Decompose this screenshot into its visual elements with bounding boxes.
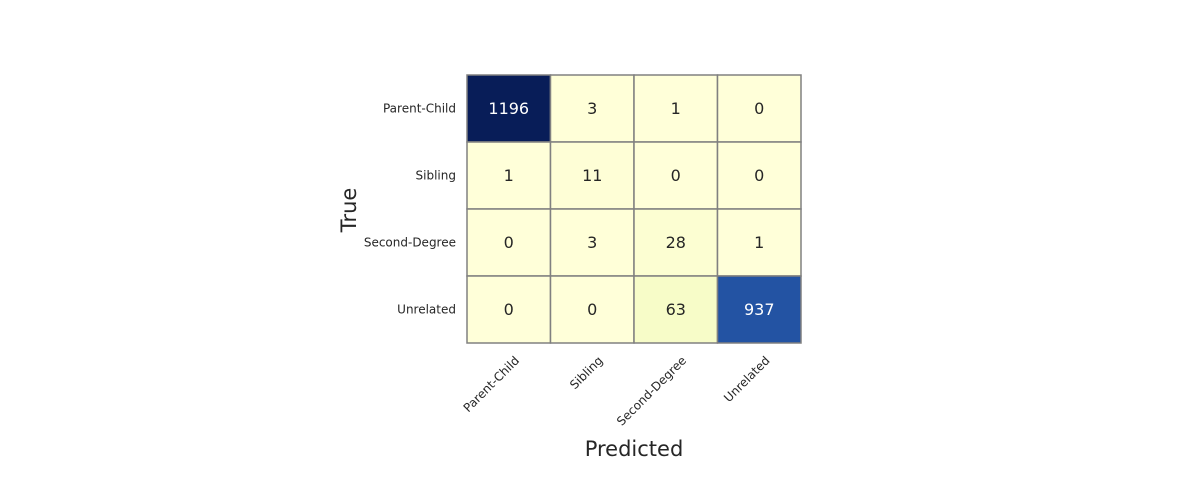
heatmap-cell — [466, 275, 552, 344]
heatmap-cell — [716, 141, 802, 210]
y-tick-labels: Parent-Child Sibling Second-Degree Unrelate… — [364, 102, 456, 317]
y-tick-label: Sibling — [416, 169, 456, 183]
heatmap-cell — [549, 208, 635, 277]
y-axis-title: True — [337, 188, 361, 234]
cell-value-label: 0 — [754, 99, 764, 118]
cell-value-label: 0 — [504, 233, 514, 252]
cell-value-label: 1196 — [488, 99, 529, 118]
cell-value-label: 1 — [671, 99, 681, 118]
heatmap-cell — [633, 74, 719, 143]
cell-value-label: 11 — [582, 166, 602, 185]
cell-value-label: 1 — [504, 166, 514, 185]
x-tick-labels: Parent-Child Sibling Second-Degree Unrelate… — [461, 353, 773, 428]
x-tick-label: Sibling — [567, 353, 606, 392]
heatmap-cell — [716, 275, 802, 344]
x-tick-label: Parent-Child — [461, 353, 523, 415]
heatmap-cells: 1196 3 1 01 11 0 00 3 28 10 0 63 937 — [466, 74, 802, 344]
cell-value-label: 1 — [754, 233, 764, 252]
cell-value-label: 0 — [587, 300, 597, 319]
cell-value-label: 3 — [587, 99, 597, 118]
cell-value-label: 3 — [587, 233, 597, 252]
x-axis-title: Predicted — [585, 437, 684, 461]
cell-value-label: 0 — [671, 166, 681, 185]
cell-value-label: 0 — [754, 166, 764, 185]
y-tick-label: Parent-Child — [383, 102, 456, 116]
cell-value-label: 28 — [666, 233, 686, 252]
cell-value-label: 63 — [666, 300, 686, 319]
x-tick-label: Unrelated — [721, 353, 773, 405]
x-tick-label: Second-Degree — [614, 353, 689, 428]
heatmap-cell — [716, 208, 802, 277]
y-tick-label: Second-Degree — [364, 236, 456, 250]
y-tick-label: Unrelated — [397, 303, 456, 317]
heatmap-cell — [549, 141, 635, 210]
heatmap-cell — [549, 275, 635, 344]
heatmap-cell — [549, 74, 635, 143]
heatmap-cell — [466, 74, 552, 143]
cell-value-label: 0 — [504, 300, 514, 319]
heatmap-cell — [716, 74, 802, 143]
cell-value-label: 937 — [744, 300, 775, 319]
